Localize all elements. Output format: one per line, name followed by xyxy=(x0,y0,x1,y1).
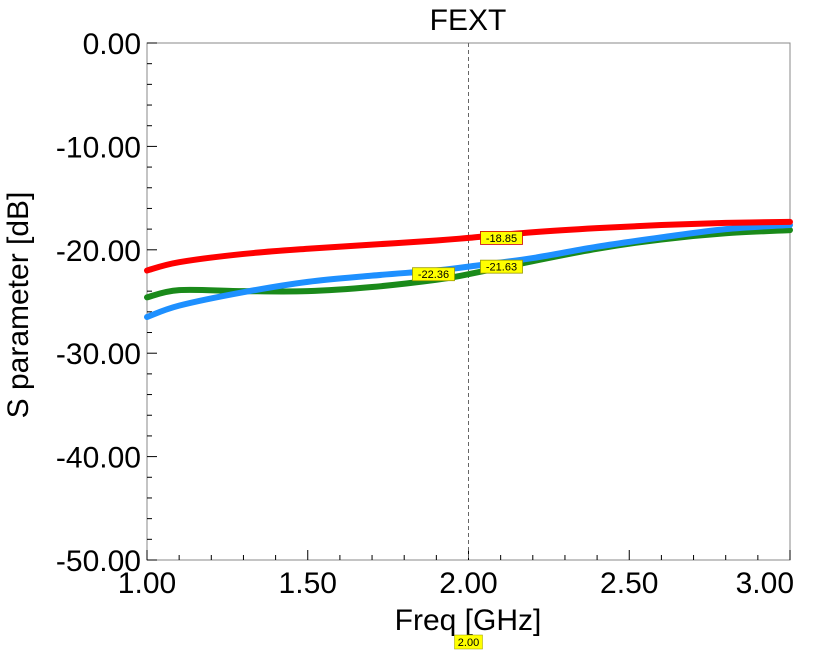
y-tick-label: -20.00 xyxy=(56,235,141,268)
marker-label-box-0 xyxy=(480,231,523,245)
marker-labels: -18.85 -21.63 -22.36 xyxy=(412,231,523,282)
y-axis: 0.00 -10.00 -20.00 -30.00 -40.00 -50.00 xyxy=(56,28,157,578)
y-axis-label: S parameter [dB] xyxy=(2,192,35,419)
marker-x-value: 2.00 xyxy=(458,637,479,649)
y-tick-label: -30.00 xyxy=(56,338,141,371)
y-tick-label: 0.00 xyxy=(83,28,141,61)
marker-label-0: -18.85 xyxy=(486,233,517,245)
series-line-0 xyxy=(144,218,793,274)
marker-label-1: -21.63 xyxy=(486,262,517,274)
marker-label-box-1 xyxy=(480,259,523,274)
x-axis-label: Freq [GHz] xyxy=(395,604,542,637)
marker-label-box-2 xyxy=(412,267,455,282)
y-tick-label: -10.00 xyxy=(56,131,141,164)
x-tick-label: 2.50 xyxy=(600,567,658,600)
marker-label-2: -22.36 xyxy=(418,269,449,281)
chart-title: FEXT xyxy=(430,4,507,37)
x-axis: 1.00 1.50 2.00 2.50 3.00 xyxy=(118,550,794,600)
x-tick-label: 2.00 xyxy=(439,567,497,600)
y-tick-label: -50.00 xyxy=(56,545,141,578)
x-tick-label: 1.50 xyxy=(279,567,337,600)
x-tick-label: 1.00 xyxy=(118,567,176,600)
y-tick-label: -40.00 xyxy=(56,442,141,475)
marker-x-label: 2.00 xyxy=(454,634,483,650)
x-tick-label: 3.00 xyxy=(736,567,794,600)
